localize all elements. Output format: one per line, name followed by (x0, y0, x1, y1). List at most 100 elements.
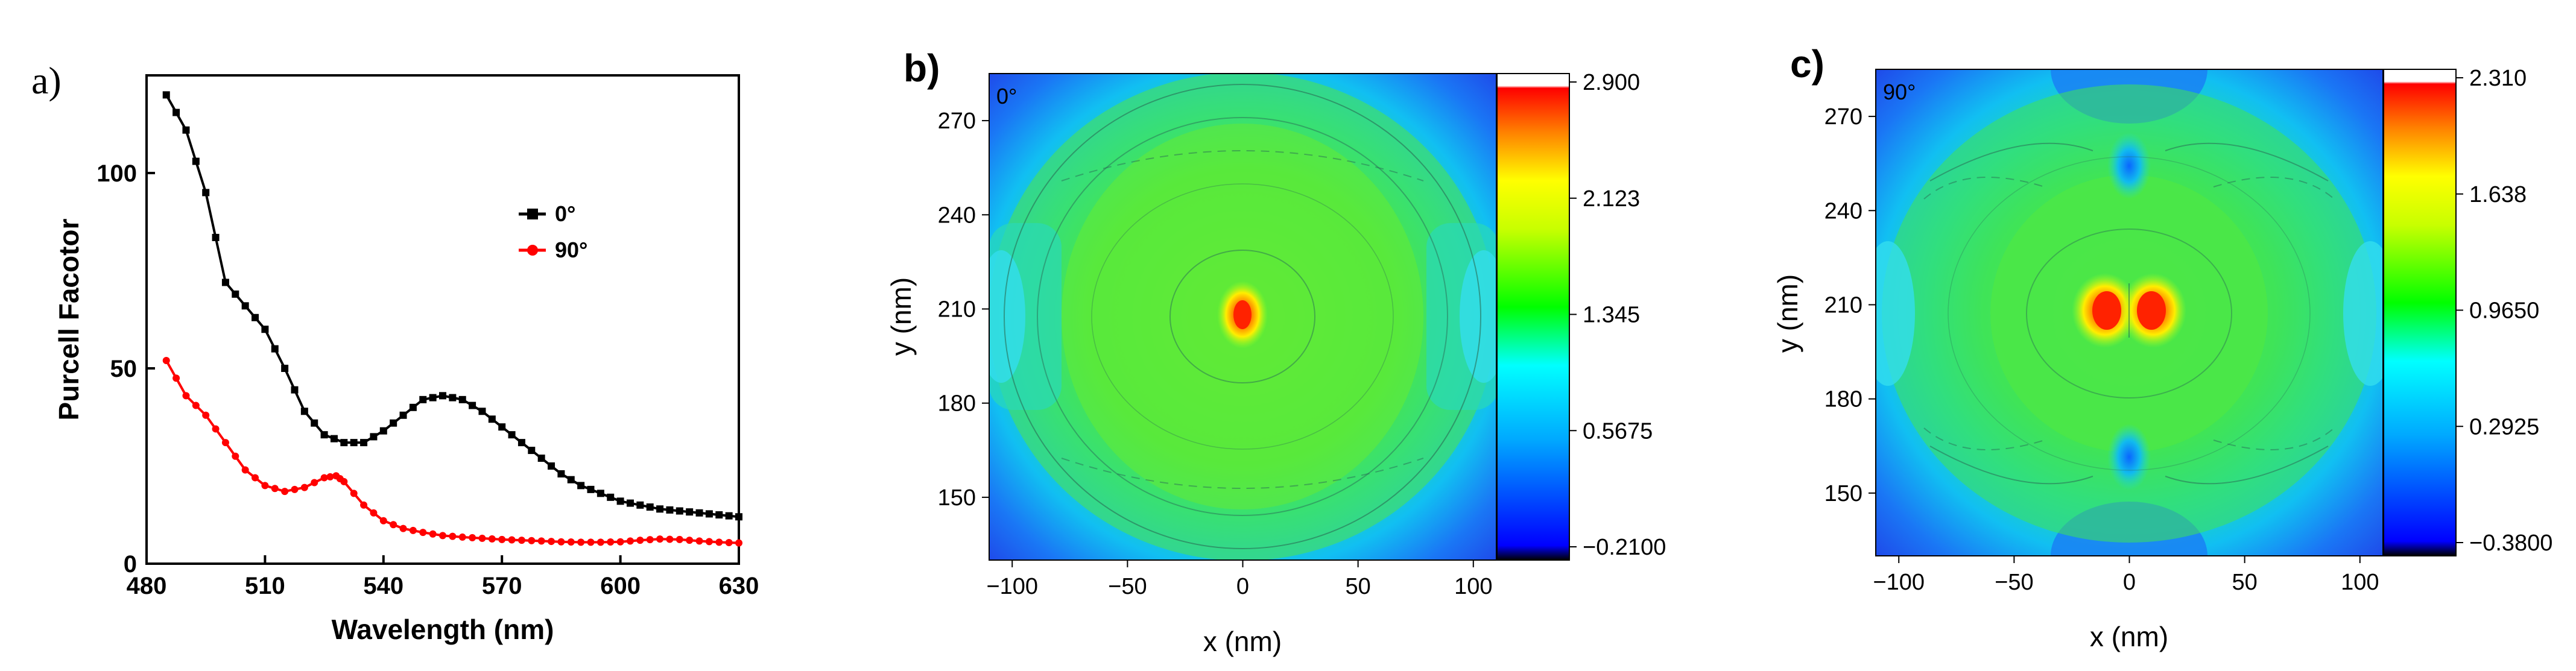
series-90deg-point (725, 539, 733, 547)
series-90deg-point (577, 538, 585, 546)
panel-b-x-tick-label: 50 (1345, 574, 1370, 599)
panel-c-x-tick-label: 100 (2341, 570, 2379, 595)
series-90deg-point (528, 537, 536, 544)
panel-a-y-label: Purcell Facotor (53, 218, 84, 420)
panel-b-x-tick-label: 0 (1236, 574, 1249, 599)
panel-c-y-tick-label: 150 (1824, 481, 1862, 506)
panel-b-colorbar-label: 2.123 (1583, 186, 1640, 212)
series-0deg-point (676, 507, 683, 515)
series-90deg-point (399, 525, 407, 532)
panel-a: a) 480 510 540 570 600 630 0 50 100 0° 90° Wave… (31, 59, 759, 645)
series-90deg-point (291, 485, 299, 493)
panel-a-label: a) (31, 59, 62, 102)
series-line-0 (165, 94, 739, 518)
panel-c-y-tick-label: 240 (1824, 198, 1862, 224)
series-90deg-point (458, 533, 466, 541)
series-0deg-point (241, 302, 249, 310)
series-0deg-point (370, 433, 378, 441)
panel-a-x-tick-label: 570 (482, 573, 522, 599)
panel-a-series (162, 91, 742, 547)
series-0deg-point (488, 415, 496, 423)
series-90deg-point (340, 477, 348, 485)
series-0deg-point (478, 408, 486, 415)
series-0deg-point (735, 513, 742, 521)
series-0deg-point (587, 485, 595, 493)
panel-c-x-axis: −100 −50 0 50 100 (1873, 556, 2379, 595)
legend-0deg-label: 0° (555, 201, 575, 226)
panel-b-x-label: x (nm) (1203, 626, 1282, 657)
series-0deg-point (221, 279, 229, 286)
series-0deg-point (686, 508, 694, 516)
series-0deg-point (695, 509, 703, 517)
series-0deg-point (172, 109, 180, 116)
series-0deg-point (517, 439, 525, 447)
panel-b-colorbar-label: 2.900 (1583, 70, 1640, 95)
series-90deg-point (557, 538, 565, 546)
panel-b-inset-label: 0° (996, 84, 1017, 109)
series-0deg-point (449, 394, 457, 402)
panel-a-x-tick-label: 510 (245, 573, 285, 599)
series-90deg-point (735, 539, 742, 547)
series-90deg-point (360, 501, 368, 509)
series-90deg-point (429, 530, 437, 538)
series-0deg-point (379, 427, 387, 435)
series-90deg-point (517, 537, 525, 544)
series-0deg-point (636, 501, 644, 509)
panel-c-colorbar-label: −0.3800 (2469, 531, 2552, 556)
panel-c-label: c) (1790, 42, 1824, 86)
panel-a-y-tick-label: 50 (110, 356, 138, 382)
series-90deg-point (567, 538, 575, 546)
series-90deg-point (607, 538, 615, 546)
panel-b-label: b) (903, 46, 940, 90)
series-90deg-point (241, 466, 249, 474)
panel-c-colorbar: 2.310 1.638 0.9650 0.2925 −0.3800 (2383, 66, 2552, 556)
panel-c-y-label: y (nm) (1772, 274, 1803, 353)
panel-c: c) (1772, 42, 2552, 652)
series-90deg-point (390, 521, 397, 529)
series-0deg-point (537, 455, 545, 462)
series-0deg-point (469, 402, 476, 409)
series-0deg-point (390, 419, 397, 427)
series-0deg-point (666, 506, 674, 514)
panel-c-y-tick-label: 270 (1824, 104, 1862, 130)
series-0deg-point (498, 423, 506, 431)
panel-a-legend: 0° 90° (519, 201, 587, 262)
series-0deg-point (616, 497, 624, 505)
panel-a-x-label: Wavelength (nm) (332, 614, 554, 645)
panel-b-y-label: y (nm) (885, 277, 917, 356)
panel-a-x-tick-label: 480 (127, 573, 167, 599)
panel-c-colorbar-label: 2.310 (2469, 66, 2527, 91)
series-90deg-point (508, 536, 516, 544)
panel-b-colorbar-label: 0.5675 (1583, 418, 1653, 444)
series-90deg-point (646, 536, 654, 544)
series-0deg-point (311, 419, 318, 427)
panel-b-x-tick-label: −100 (986, 574, 1038, 599)
panel-a-y-tick-label: 0 (124, 551, 137, 578)
series-0deg-point (320, 431, 328, 439)
panel-a-x-axis: 480 510 540 570 600 630 (127, 555, 759, 599)
series-0deg-point (192, 157, 200, 165)
series-0deg-point (271, 345, 279, 353)
series-90deg-point (409, 526, 417, 534)
panel-c-y-axis: 150 180 210 240 270 (1824, 104, 1876, 506)
series-90deg-point (676, 535, 683, 543)
series-0deg-point (429, 394, 437, 402)
panel-b-y-tick-label: 150 (938, 485, 976, 511)
series-0deg-point (725, 512, 733, 520)
panel-a-plot-frame (145, 74, 740, 565)
series-0deg-point (212, 233, 220, 241)
series-90deg-point (379, 517, 387, 525)
panel-b-x-axis: −100 −50 0 50 100 (986, 560, 1492, 599)
series-90deg-point (498, 535, 506, 543)
series-0deg-point (261, 326, 269, 333)
series-0deg-point (419, 395, 427, 403)
series-0deg-point (330, 435, 338, 443)
series-0deg-point (439, 392, 446, 400)
series-90deg-point (626, 537, 634, 545)
panel-b-colorbar-label: −0.2100 (1583, 535, 1666, 560)
series-90deg-point (162, 357, 170, 365)
panel-c-y-tick-label: 210 (1824, 292, 1862, 318)
series-90deg-point (419, 529, 427, 537)
series-90deg-point (469, 534, 476, 541)
series-0deg-point (646, 503, 654, 511)
